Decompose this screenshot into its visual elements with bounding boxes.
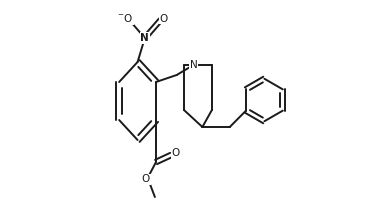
Text: N: N <box>190 60 197 70</box>
Text: O: O <box>171 148 180 158</box>
Text: N: N <box>141 33 149 43</box>
Text: O: O <box>142 174 150 184</box>
Text: O: O <box>160 14 168 24</box>
Text: $^{-}$O: $^{-}$O <box>117 12 133 24</box>
